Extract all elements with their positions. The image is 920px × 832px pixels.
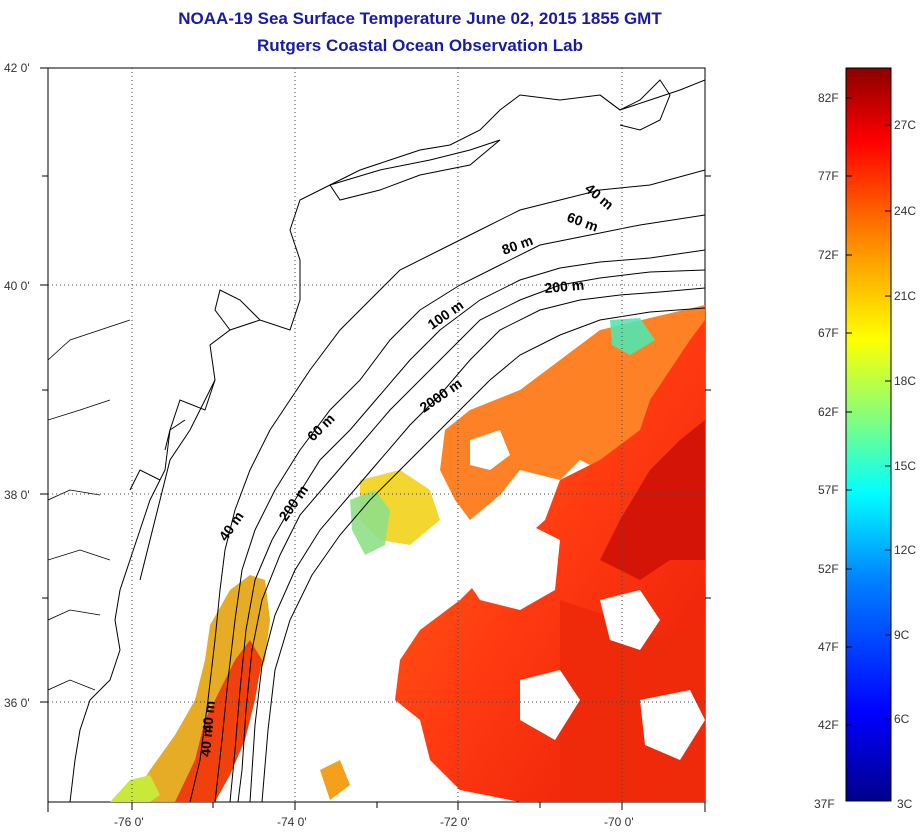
lon-label: -74 0'	[277, 815, 307, 829]
graticule	[48, 68, 705, 802]
isobath-80m	[229, 249, 705, 802]
western-rivers	[48, 319, 131, 691]
delaware-bay	[214, 289, 261, 331]
frame-ticks	[40, 67, 711, 812]
colorbar-c-label: 15C	[894, 459, 916, 473]
lat-label: 40 0'	[4, 279, 30, 293]
colorbar-c-label: 9C	[894, 628, 910, 642]
colorbar-c-label: 27C	[894, 118, 916, 132]
colorbar-f-label: 82F	[818, 91, 839, 105]
colorbar-f-label: 62F	[818, 405, 839, 419]
isobaths	[189, 169, 705, 802]
lat-label: 36 0'	[4, 696, 30, 710]
colorbar-c-label: 12C	[894, 543, 916, 557]
cloud-gap-4	[640, 690, 705, 760]
sst-patch-small	[320, 760, 350, 800]
isobath-100m	[237, 269, 705, 802]
colorbar-c-label: 6C	[894, 712, 910, 726]
isobath-60m	[214, 214, 705, 802]
lat-label: 42 0'	[4, 61, 30, 75]
isobath-label: 40 m	[199, 700, 218, 733]
colorbar-f-label: 72F	[818, 248, 839, 262]
colorbar-f-label: 42F	[818, 718, 839, 732]
isobath-label: 200 m	[544, 277, 585, 296]
cloud-gap-2	[600, 590, 660, 650]
sst-dark-red	[600, 420, 705, 580]
colorbar-f-label: 67F	[818, 326, 839, 340]
cape-cod	[599, 79, 671, 131]
colorbar-f-label: 37F	[814, 797, 835, 811]
cloud-gap-3	[520, 670, 580, 740]
long-island	[329, 139, 501, 201]
colorbar-c-label: 21C	[894, 289, 916, 303]
colorbar-f-label: 57F	[818, 483, 839, 497]
sst-patch-cyan	[610, 318, 655, 355]
cloud-gap-1	[460, 520, 560, 610]
map-title: NOAA-19 Sea Surface Temperature June 02,…	[178, 9, 662, 28]
colorbar-f-label: 47F	[818, 640, 839, 654]
coastline	[69, 79, 705, 802]
sst-inshore-red	[175, 640, 262, 802]
colorbar-c-label: 3C	[897, 797, 913, 811]
isobath-200m	[249, 287, 705, 802]
lat-label: 38 0'	[4, 488, 30, 502]
map-subtitle: Rutgers Coastal Ocean Observation Lab	[257, 36, 583, 55]
sst-green-band	[350, 490, 390, 555]
colorbar-f-label: 77F	[818, 169, 839, 183]
lon-label: -70 0'	[604, 815, 634, 829]
cloud-gap-5	[470, 430, 510, 470]
isobath-label: 40 m	[197, 724, 216, 757]
colorbar-f-label: 52F	[818, 562, 839, 576]
colorbar-ticks	[846, 97, 891, 726]
isobath-40m	[189, 169, 705, 802]
sst-inshore-green	[110, 775, 160, 802]
colorbar	[845, 67, 892, 802]
colorbar-c-label: 24C	[894, 204, 916, 218]
colorbar-c-label: 18C	[894, 374, 916, 388]
chesapeake-bay	[129, 379, 216, 581]
lon-label: -76 0'	[114, 815, 144, 829]
lon-label: -72 0'	[440, 815, 470, 829]
isobath-2000m	[261, 307, 705, 802]
